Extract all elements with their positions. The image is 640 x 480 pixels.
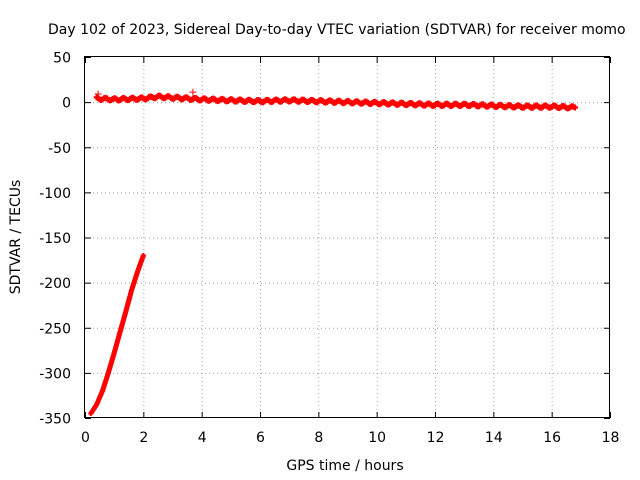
x-tick-label: 0	[81, 430, 90, 446]
data-point-main-band	[572, 104, 578, 111]
x-tick-label: 8	[314, 430, 323, 446]
data-point-outliers	[189, 88, 197, 96]
y-tick-label: -100	[39, 186, 71, 202]
y-tick-label: -250	[39, 321, 71, 337]
y-tick-label: 0	[62, 96, 71, 112]
grid-lines	[85, 57, 610, 418]
x-tick-label: 2	[139, 430, 148, 446]
y-tick-label: -150	[39, 231, 71, 247]
x-axis-tick-labels: 0 2 4 6 8 10 12 14 16 18	[81, 430, 619, 446]
data-points	[88, 88, 578, 416]
y-tick-label: -50	[48, 141, 71, 157]
y-axis-label: SDTVAR / TECUs	[8, 180, 24, 295]
chart-title: Day 102 of 2023, Sidereal Day-to-day VTE…	[48, 22, 626, 38]
y-axis-tick-labels: 50 0 -50 -100 -150 -200 -250 -300 -350	[39, 51, 71, 428]
x-tick-label: 18	[602, 430, 620, 446]
x-tick-label: 12	[427, 430, 445, 446]
y-tick-label: -300	[39, 366, 71, 382]
y-tick-label: -350	[39, 412, 71, 428]
x-tick-label: 4	[198, 430, 207, 446]
x-tick-label: 16	[543, 430, 561, 446]
y-tick-label: 50	[53, 51, 71, 67]
axis-ticks	[85, 57, 611, 419]
y-tick-label: -200	[39, 276, 71, 292]
x-axis-label: GPS time / hours	[286, 458, 403, 474]
x-tick-label: 10	[368, 430, 386, 446]
data-point-outliers	[94, 90, 102, 98]
plot-frame	[84, 56, 610, 418]
x-tick-label: 14	[485, 430, 503, 446]
x-tick-label: 6	[256, 430, 265, 446]
data-point-descending-arc	[140, 253, 146, 259]
